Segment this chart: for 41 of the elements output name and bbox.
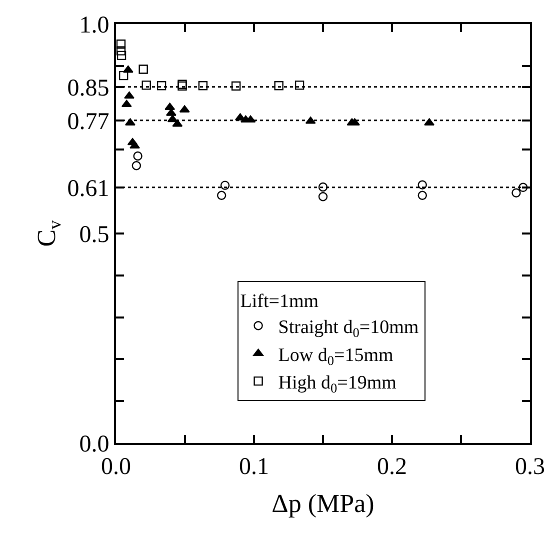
point — [124, 91, 134, 99]
point — [118, 70, 128, 80]
point — [178, 81, 187, 91]
x-tick-label: 0.3 — [515, 454, 545, 480]
point — [167, 114, 178, 122]
legend-label: Straight d$_{0}$=10mm — [278, 317, 419, 340]
point — [231, 81, 241, 91]
point — [220, 180, 230, 190]
y-tick-label: 0.5 — [79, 222, 110, 248]
point — [116, 50, 126, 60]
legend-label: Low d$_{0}$=15mm — [278, 344, 394, 368]
point — [133, 151, 142, 161]
point — [318, 182, 328, 192]
point — [198, 80, 208, 90]
point — [142, 80, 151, 90]
point — [132, 161, 142, 170]
point — [294, 80, 304, 90]
point — [116, 46, 126, 56]
y-tick-label: 0.85 — [67, 75, 110, 102]
point — [121, 100, 132, 108]
y-tick-label: 0.61 — [67, 176, 110, 202]
point — [156, 80, 166, 90]
y-tick-label: 0.77 — [67, 108, 110, 135]
point — [274, 80, 284, 90]
point — [116, 40, 126, 49]
point — [318, 192, 328, 202]
point — [178, 80, 187, 89]
y-tick-label: 1.0 — [79, 12, 110, 38]
x-tick-label: 0.2 — [377, 454, 407, 480]
point — [512, 188, 521, 198]
point — [418, 190, 427, 200]
legend-title: Lift=1mm — [240, 290, 319, 312]
legend-label: High d$_{0}$=19mm — [278, 372, 397, 396]
point — [424, 118, 434, 126]
point — [216, 190, 226, 200]
x-axis-title: Δp (MPa) — [272, 489, 374, 518]
point — [418, 180, 427, 190]
point — [130, 141, 140, 149]
x-tick-label: 0.1 — [239, 454, 269, 480]
point — [138, 64, 148, 74]
point — [518, 182, 528, 192]
